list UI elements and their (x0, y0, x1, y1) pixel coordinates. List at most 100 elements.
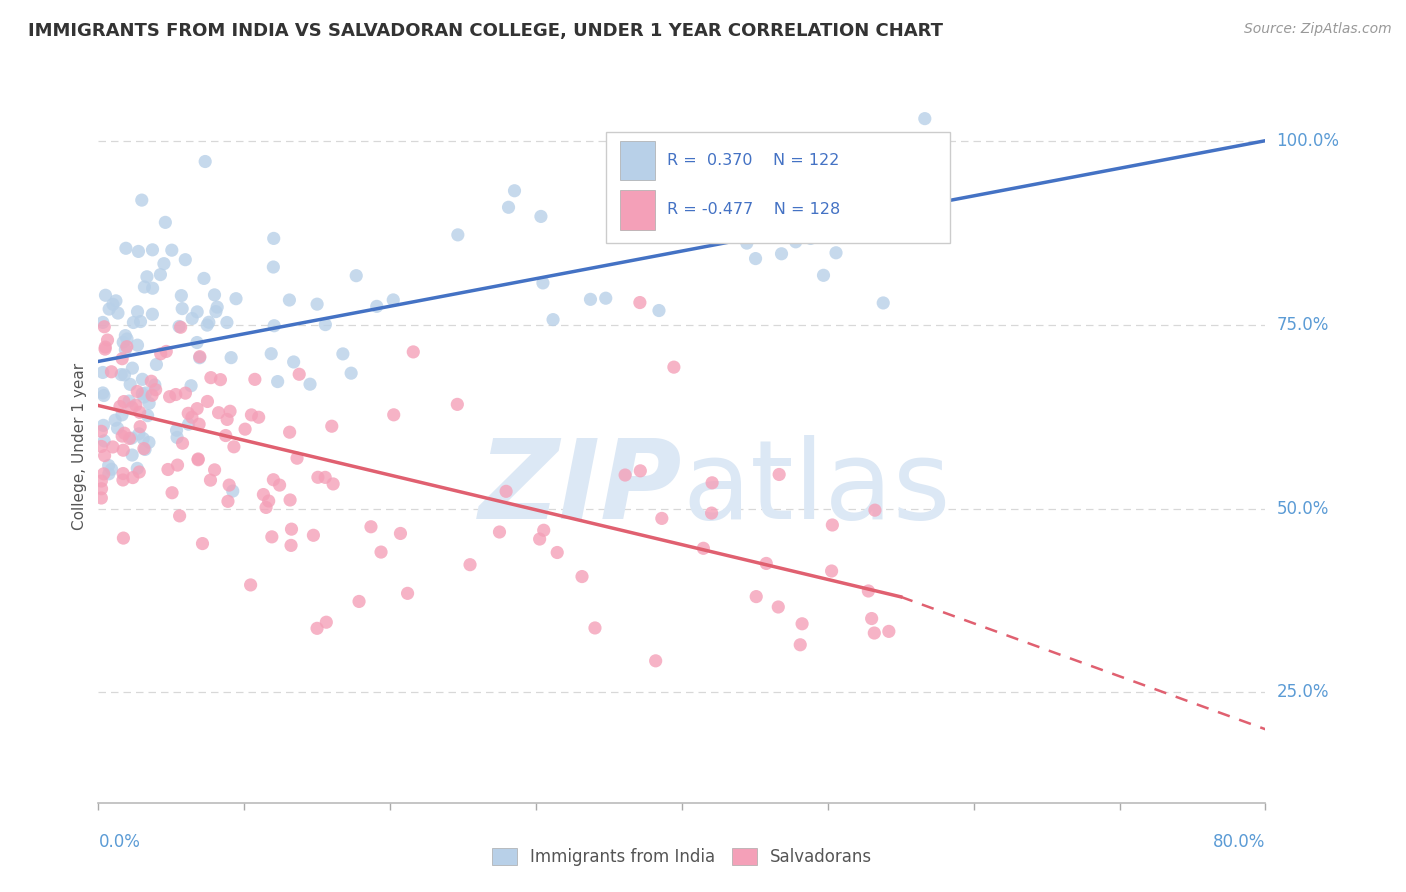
Point (131, 386, 153, 401)
Point (127, 338, 149, 352)
Point (90, 474, 112, 488)
Point (344, 268, 367, 283)
Point (166, 430, 188, 444)
Point (803, 202, 825, 216)
Point (141, 307, 163, 321)
Point (541, 312, 564, 326)
Point (101, 440, 124, 454)
Point (314, 470, 336, 484)
Text: R =  0.370    N = 122: R = 0.370 N = 122 (666, 153, 839, 168)
Point (138, 435, 160, 450)
Point (360, 520, 382, 534)
FancyBboxPatch shape (606, 132, 950, 243)
Point (863, 503, 886, 517)
Point (595, 291, 617, 305)
Point (583, 621, 606, 635)
Point (145, 383, 167, 397)
Point (195, 318, 218, 332)
Point (247, 410, 270, 425)
Point (382, 408, 405, 422)
Point (340, 366, 363, 380)
Point (225, 292, 247, 306)
Point (347, 594, 370, 608)
Point (91, 386, 114, 401)
Point (115, 241, 138, 255)
Point (188, 417, 211, 432)
Point (257, 494, 280, 508)
Point (141, 388, 163, 402)
Point (134, 280, 156, 294)
Point (100, 462, 122, 476)
Point (188, 351, 211, 365)
Point (197, 394, 219, 409)
Text: ZIP: ZIP (478, 435, 682, 542)
Point (396, 586, 419, 600)
Point (110, 368, 132, 382)
Point (651, 511, 673, 525)
Point (207, 406, 229, 420)
Point (389, 526, 412, 541)
Point (215, 316, 238, 330)
Point (104, 293, 127, 308)
Point (288, 368, 311, 382)
Point (498, 200, 520, 214)
Point (263, 318, 285, 333)
Point (149, 268, 172, 282)
Point (529, 532, 551, 546)
Point (260, 347, 283, 361)
Point (692, 541, 714, 556)
Point (107, 421, 129, 435)
Point (820, 564, 842, 578)
Point (217, 494, 239, 508)
Point (321, 419, 343, 434)
Point (307, 470, 329, 484)
Point (160, 243, 183, 257)
Point (111, 351, 134, 366)
Point (191, 536, 214, 550)
Point (114, 343, 136, 357)
Point (94, 342, 117, 356)
Point (169, 320, 191, 334)
Point (745, 590, 768, 604)
Point (90, 439, 112, 453)
Point (204, 288, 226, 302)
Point (503, 184, 526, 198)
Point (112, 335, 135, 350)
Point (263, 231, 285, 245)
Point (118, 394, 141, 409)
Point (689, 153, 711, 167)
Point (155, 344, 177, 359)
Point (872, 296, 894, 310)
Point (118, 432, 141, 446)
Point (495, 484, 517, 499)
Point (128, 465, 150, 479)
Point (863, 626, 886, 640)
Point (181, 410, 204, 425)
Point (149, 347, 172, 361)
Point (141, 374, 163, 388)
Point (136, 409, 159, 423)
Point (93, 388, 115, 402)
Point (533, 523, 555, 537)
Point (307, 297, 329, 311)
Point (531, 276, 554, 290)
Point (128, 426, 150, 441)
Point (114, 328, 136, 343)
Point (186, 401, 208, 416)
Point (914, 112, 936, 126)
Point (302, 528, 325, 542)
Point (789, 638, 811, 652)
Point (112, 426, 135, 441)
Point (121, 401, 143, 415)
Point (530, 210, 553, 224)
Point (125, 398, 148, 412)
Point (167, 319, 190, 334)
Point (111, 473, 134, 487)
Point (571, 569, 593, 583)
Point (689, 136, 711, 151)
Point (142, 281, 165, 295)
Point (332, 347, 354, 361)
Point (447, 227, 470, 242)
Point (382, 293, 405, 307)
Point (266, 375, 288, 389)
